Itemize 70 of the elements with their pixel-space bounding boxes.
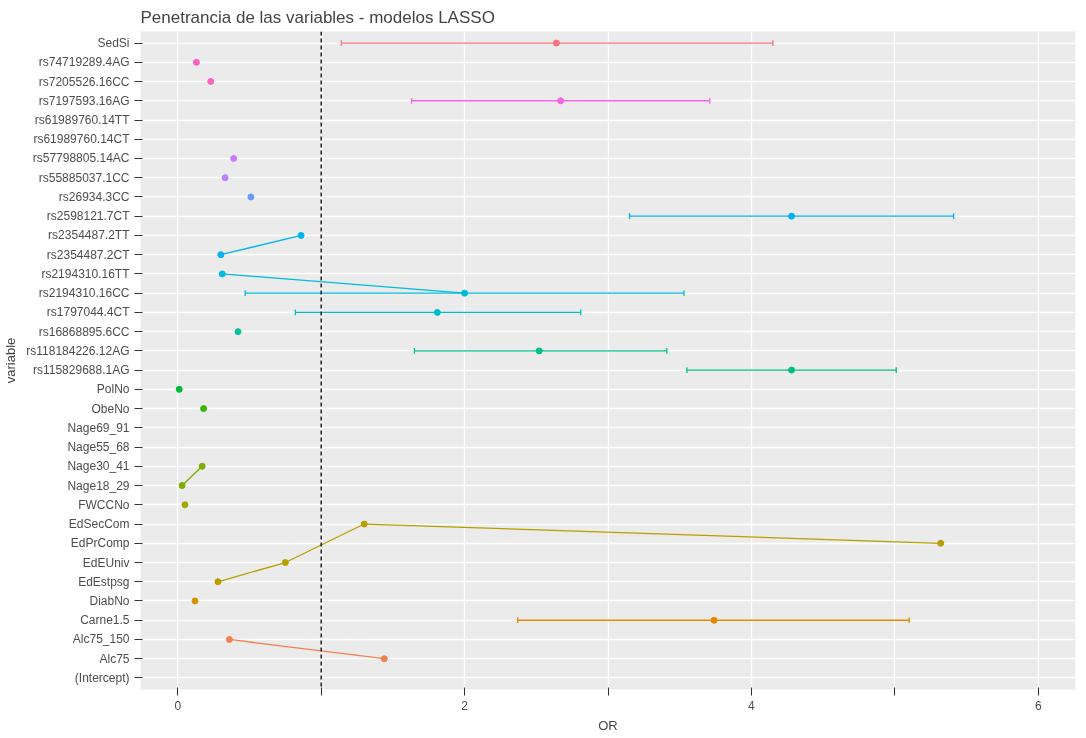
y-tick-label: rs1797044.4CT [46,305,131,320]
point [247,193,255,201]
point [200,405,208,413]
point [175,385,183,393]
y-tick-label: EdSecCom [68,517,130,532]
y-tick-label: rs61989760.14CT [33,132,131,147]
y-tick-label: PolNo [96,382,130,397]
y-tick-label: rs55885037.1CC [38,170,130,185]
y-tick-label: rs115829688.1AG [32,363,130,378]
point [230,154,238,162]
y-tick-label: EdPrComp [70,536,130,551]
point [710,616,718,624]
y-tick-label: rs2598121.7CT [46,209,131,224]
y-tick-label: Alc75_150 [72,632,130,647]
x-axis-title: OR [598,717,618,733]
point [788,212,796,220]
point [788,366,796,374]
y-tick-label: ObeNo [91,401,130,416]
point [225,635,233,643]
y-axis-title: variable [3,337,19,384]
y-tick-label: Nage55_68 [67,440,130,455]
y-tick-label: Alc75 [99,651,130,666]
y-tick-label: EdEUniv [82,555,130,570]
point [937,539,945,547]
point [557,97,565,105]
point [218,270,226,278]
y-tick-label: Carne1.5 [80,613,130,628]
point [297,231,305,239]
y-tick-label: rs74719289.4AG [38,55,130,70]
y-tick-label: rs16868895.6CC [38,324,130,339]
point [191,597,199,605]
y-tick-label: rs57798805.14AC [32,151,130,166]
point [535,347,543,355]
y-tick-label: rs2354487.2CT [46,247,131,262]
y-tick-label: rs2354487.2TT [48,228,131,243]
point [461,289,469,297]
point [552,39,560,47]
point [217,251,225,259]
point [360,520,368,528]
y-tick-label: Nage18_29 [67,478,130,493]
y-tick-label: rs7205526.16CC [38,74,130,89]
y-tick-label: Nage30_41 [67,459,130,474]
y-tick-label: rs26934.3CC [58,189,130,204]
point [192,58,200,66]
x-tick-label: 2 [461,698,469,713]
point [181,501,189,509]
y-tick-label: rs2194310.16CC [38,286,130,301]
y-tick-label: (Intercept) [74,670,130,685]
y-tick-label: rs2194310.16TT [41,266,131,281]
y-tick-label: rs7197593.16AG [38,93,130,108]
y-tick-label: DiabNo [89,594,130,608]
point [178,482,186,490]
x-tick-label: 0 [174,698,182,713]
point [380,655,388,663]
point [198,462,206,470]
chart-title: Penetrancia de las variables - modelos LASSO [140,7,495,27]
y-tick-label: SedSi [97,36,130,51]
point [234,328,242,336]
point [281,559,289,567]
x-tick-label: 4 [748,698,756,713]
y-tick-label: Nage69_91 [67,420,130,435]
point [221,174,229,182]
point [433,308,441,316]
y-tick-label: rs61989760.14TT [34,113,131,127]
point [214,578,222,586]
point [207,78,215,86]
y-tick-label: FWCCNo [78,497,130,512]
y-tick-label: rs118184226.12AG [26,343,130,358]
y-tick-label: EdEstpsg [78,574,130,589]
x-tick-label: 6 [1034,698,1042,713]
